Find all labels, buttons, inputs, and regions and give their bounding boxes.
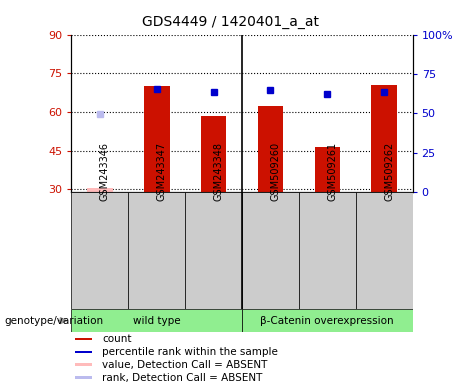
Bar: [75, 338, 92, 340]
Text: GSM509261: GSM509261: [327, 142, 337, 201]
Text: GSM243347: GSM243347: [157, 142, 167, 201]
Text: GSM243346: GSM243346: [100, 142, 110, 201]
Bar: [185, 192, 242, 309]
Bar: [71, 192, 128, 309]
Text: value, Detection Call = ABSENT: value, Detection Call = ABSENT: [102, 359, 267, 369]
Text: GSM509262: GSM509262: [384, 142, 394, 201]
Bar: [75, 351, 92, 353]
Bar: [201, 116, 226, 192]
Bar: [242, 309, 413, 332]
Text: wild type: wild type: [133, 316, 181, 326]
Bar: [258, 106, 283, 192]
Bar: [75, 364, 92, 366]
Bar: [372, 85, 397, 192]
Bar: [71, 309, 242, 332]
Bar: [314, 147, 340, 192]
Text: GDS4449 / 1420401_a_at: GDS4449 / 1420401_a_at: [142, 15, 319, 29]
Bar: [299, 192, 356, 309]
Text: percentile rank within the sample: percentile rank within the sample: [102, 347, 278, 357]
Bar: [87, 188, 112, 192]
Bar: [75, 376, 92, 379]
Text: count: count: [102, 334, 132, 344]
Text: rank, Detection Call = ABSENT: rank, Detection Call = ABSENT: [102, 372, 262, 382]
Text: β-Catenin overexpression: β-Catenin overexpression: [260, 316, 394, 326]
Bar: [356, 192, 413, 309]
Bar: [128, 192, 185, 309]
Bar: [242, 192, 299, 309]
Text: GSM243348: GSM243348: [213, 142, 224, 201]
Text: genotype/variation: genotype/variation: [5, 316, 104, 326]
Bar: [144, 86, 170, 192]
Text: GSM509260: GSM509260: [271, 142, 280, 201]
